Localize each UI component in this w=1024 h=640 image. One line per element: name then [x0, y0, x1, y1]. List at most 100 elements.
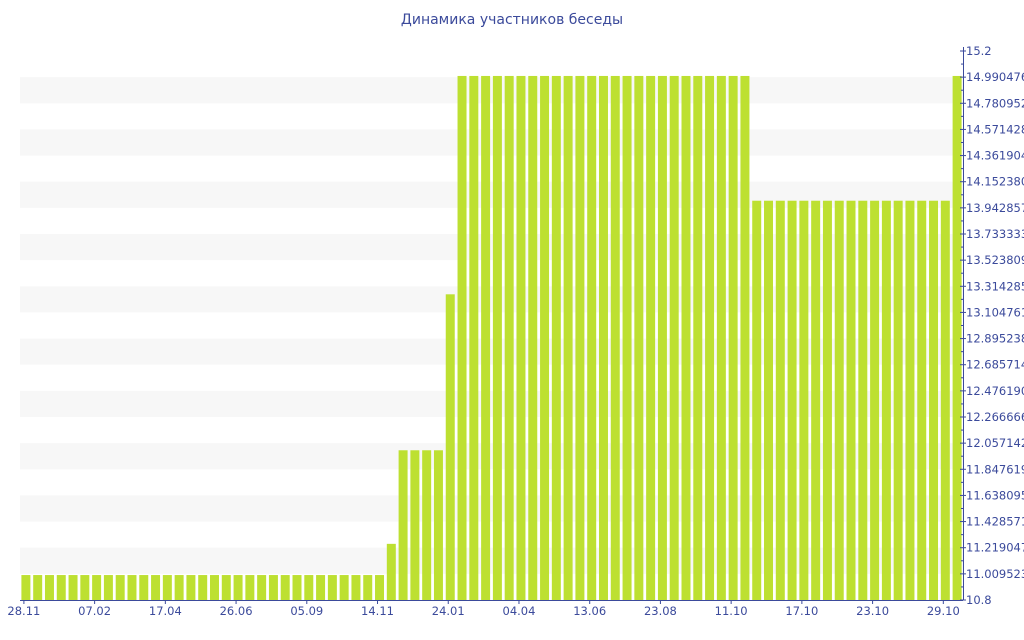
bar — [103, 575, 113, 600]
bar — [33, 575, 43, 600]
bar — [669, 75, 679, 601]
bar — [822, 200, 832, 600]
grid-band — [20, 286, 963, 313]
bar — [245, 575, 255, 600]
bar — [257, 575, 267, 600]
bar — [622, 75, 632, 601]
bar — [811, 200, 821, 600]
grid-bands — [20, 77, 963, 574]
bar — [339, 575, 349, 600]
x-tick-label: 04.04 — [503, 604, 536, 618]
x-tick-label: 05.09 — [290, 604, 323, 618]
bar — [681, 75, 691, 601]
x-tick-label: 29.10 — [927, 604, 960, 618]
x-tick-label: 11.10 — [715, 604, 748, 618]
y-tick-label: 13.733333 — [966, 227, 1024, 241]
bar — [870, 200, 880, 600]
bar — [351, 575, 361, 600]
y-tick-label: 11.638095 — [966, 488, 1024, 502]
y-tick-label: 10.8 — [966, 593, 992, 607]
x-tick-label: 23.08 — [644, 604, 677, 618]
bar — [634, 75, 644, 601]
y-tick-label: 11.847619 — [966, 462, 1024, 476]
bar — [80, 575, 90, 600]
bar — [398, 450, 408, 600]
bar — [610, 75, 620, 601]
bar — [68, 575, 78, 600]
y-tick-label: 12.476190 — [966, 384, 1024, 398]
y-tick-label: 11.219047 — [966, 541, 1024, 555]
bar — [716, 75, 726, 601]
grid-band — [20, 338, 963, 365]
bar — [893, 200, 903, 600]
y-tick-label: 11.009523 — [966, 567, 1024, 581]
bar — [929, 200, 939, 600]
bar — [905, 200, 915, 600]
grid-band — [20, 181, 963, 208]
bar — [44, 575, 54, 600]
bar — [127, 575, 137, 600]
bar — [316, 575, 326, 600]
y-tick-label: 12.685714 — [966, 358, 1024, 372]
bar — [268, 575, 278, 600]
bar — [198, 575, 208, 600]
x-tick-label: 07.02 — [78, 604, 111, 618]
bar — [481, 75, 491, 601]
bar — [386, 543, 396, 600]
bar — [433, 450, 443, 600]
bar — [516, 75, 526, 601]
bar — [21, 575, 31, 600]
chart-title: Динамика участников беседы — [400, 12, 624, 28]
bar — [504, 75, 514, 601]
grid-band — [20, 443, 963, 470]
bar — [56, 575, 66, 600]
bar — [657, 75, 667, 601]
bar — [151, 575, 161, 600]
bar — [375, 575, 385, 600]
bar — [952, 75, 962, 601]
grid-band — [20, 390, 963, 417]
y-tick-label: 13.942857 — [966, 201, 1024, 215]
y-tick-label: 14.571428 — [966, 122, 1024, 136]
bar — [799, 200, 809, 600]
bar — [139, 575, 149, 600]
y-tick-label: 14.990476 — [966, 70, 1024, 84]
y-tick-label: 12.266666 — [966, 410, 1024, 424]
bar — [846, 200, 856, 600]
bar — [693, 75, 703, 601]
x-tick-label: 13.06 — [573, 604, 606, 618]
bar — [728, 75, 738, 601]
bar — [410, 450, 420, 600]
y-tick-label: 13.314285 — [966, 279, 1024, 293]
grid-band — [20, 129, 963, 156]
x-tick-label: 24.01 — [432, 604, 465, 618]
bar — [327, 575, 337, 600]
y-tick-label: 11.428571 — [966, 515, 1024, 529]
bar — [740, 75, 750, 601]
bar — [492, 75, 502, 601]
bars — [21, 75, 962, 601]
bar — [304, 575, 314, 600]
x-tick-label: 17.04 — [149, 604, 182, 618]
bar — [705, 75, 715, 601]
bar — [363, 575, 373, 600]
axes: 15.2 14.990476 14.780952 14.571428 14.361904… — [7, 44, 1024, 618]
bar — [917, 200, 927, 600]
grid-band — [20, 495, 963, 522]
y-tick-label: 12.057142 — [966, 436, 1024, 450]
y-tick-label: 15.2 — [966, 44, 992, 58]
bar — [598, 75, 608, 601]
bar — [115, 575, 125, 600]
x-tick-label: 23.10 — [856, 604, 889, 618]
bar — [775, 200, 785, 600]
bar — [292, 575, 302, 600]
bar — [280, 575, 290, 600]
x-tick-label: 14.11 — [361, 604, 394, 618]
y-tick-label: 14.780952 — [966, 96, 1024, 110]
y-tick-label: 14.361904 — [966, 149, 1024, 163]
y-tick-label: 12.895238 — [966, 332, 1024, 346]
grid-band — [20, 234, 963, 261]
bar — [422, 450, 432, 600]
bar — [764, 200, 773, 600]
x-tick-label: 26.06 — [220, 604, 253, 618]
